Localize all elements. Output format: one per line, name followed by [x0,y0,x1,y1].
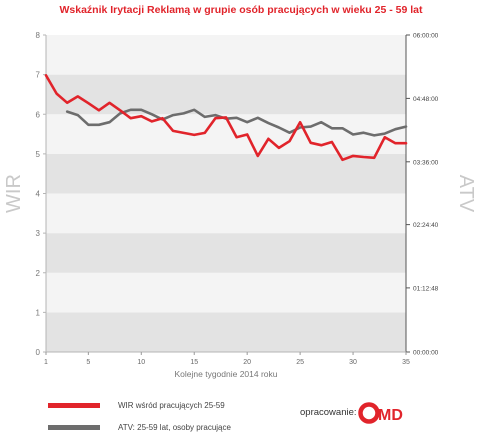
x-tick-label: 5 [86,359,90,366]
omd-logo-icon: MD [358,402,403,424]
y-tick-label-right: 04:48:00 [413,96,439,103]
x-tick-label: 35 [402,359,410,366]
y-tick-label-right: 03:36:00 [413,159,439,166]
y-tick-label-left: 4 [36,190,41,199]
omd-logo-text: MD [378,407,403,424]
chart-title: Wskaźnik Irytacji Reklamą w grupie osób … [59,4,423,16]
grid-band [46,114,406,154]
legend-label-wir: WIR wśród pracujących 25-59 [118,401,225,410]
credit-label: opracowanie: [300,407,357,418]
series-line-wir [44,74,408,162]
y-tick-label-left: 7 [36,71,41,80]
grid-band [46,153,406,194]
grid-band [46,193,406,234]
legend-label-atv: ATV: 25-59 lat, osoby pracujące [118,423,231,432]
grid-band [46,35,406,75]
y-axis-label-left: WIR [3,174,25,213]
grid-band [46,272,406,313]
y-axis-label-right: ATV [455,175,477,213]
x-tick-label: 15 [190,359,198,366]
x-tick-label: 1 [44,359,48,366]
y-tick-label-left: 6 [36,110,41,119]
y-tick-label-left: 8 [36,31,41,40]
y-tick-label-right: 02:24:40 [413,222,439,229]
y-tick-label-left: 2 [36,269,41,278]
chart-series [44,74,408,162]
y-tick-label-right: 01:12:48 [413,285,439,292]
chart-labels: 01234567800:00:0001:12:4802:24:4003:36:0… [3,31,477,379]
legend-swatch-wir [48,403,100,408]
y-tick-label-left: 5 [36,150,41,159]
y-tick-label-right: 00:00:00 [413,350,439,357]
chart-axes [43,34,410,355]
x-axis-label: Kolejne tygodnie 2014 roku [174,369,277,379]
legend-swatch-atv [48,425,100,430]
y-tick-label-left: 3 [36,229,41,238]
y-tick-label-right: 06:00:00 [413,33,439,40]
y-tick-label-left: 0 [36,348,41,357]
plot-background-bands [46,35,406,352]
x-tick-label: 25 [296,359,304,366]
x-tick-label: 20 [243,359,251,366]
x-tick-label: 30 [349,359,357,366]
x-tick-label: 10 [137,359,145,366]
y-tick-label-left: 1 [36,308,41,317]
omd-logo-o-shape [358,402,380,424]
grid-band [46,312,406,352]
grid-band [46,233,406,273]
grid-band [46,74,406,115]
